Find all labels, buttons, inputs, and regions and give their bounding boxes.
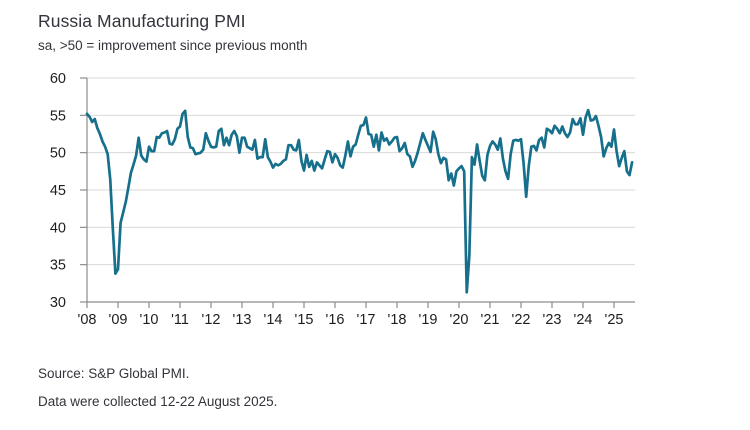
x-tick-label: '09	[109, 312, 128, 328]
y-tick-label: 50	[50, 146, 66, 162]
x-tick-label: '21	[481, 312, 500, 328]
y-tick-label: 60	[50, 71, 66, 87]
x-tick-label: '18	[388, 312, 407, 328]
x-tick-label: '16	[326, 312, 345, 328]
collection-note: Data were collected 12-22 August 2025.	[38, 394, 278, 409]
y-tick-label: 45	[50, 183, 66, 199]
x-tick-label: '12	[202, 312, 221, 328]
x-tick-label: '15	[295, 312, 314, 328]
y-tick-label: 55	[50, 108, 66, 124]
y-tick-label: 40	[50, 220, 66, 236]
y-tick-label: 35	[50, 258, 66, 274]
x-tick-label: '08	[78, 312, 97, 328]
pmi-series-line	[85, 108, 634, 294]
y-tick-label: 30	[50, 295, 66, 311]
gridlines	[87, 77, 635, 266]
x-tick-label: '24	[574, 312, 593, 328]
x-tick-label: '13	[233, 312, 252, 328]
x-tick-label: '20	[450, 312, 469, 328]
chart-title: Russia Manufacturing PMI	[38, 11, 246, 31]
x-tick-label: '10	[140, 312, 159, 328]
source-text: Source: S&P Global PMI.	[38, 366, 190, 381]
x-tick-label: '22	[512, 312, 531, 328]
x-tick-label: '19	[419, 312, 438, 328]
x-tick-label: '17	[357, 312, 376, 328]
x-tick-label: '25	[605, 312, 624, 328]
x-tick-label: '23	[543, 312, 562, 328]
y-axis-ticks: 30 35 40 45 50 55 60	[50, 71, 87, 311]
chart-subtitle: sa, >50 = improvement since previous mon…	[38, 38, 308, 53]
x-tick-label: '14	[264, 312, 283, 328]
x-axis-ticks: '08 '09 '10 '11 '12 '13 '14 '15 '16 '17 '18 '19 '20 '…	[78, 302, 624, 328]
x-tick-label: '11	[171, 312, 189, 328]
